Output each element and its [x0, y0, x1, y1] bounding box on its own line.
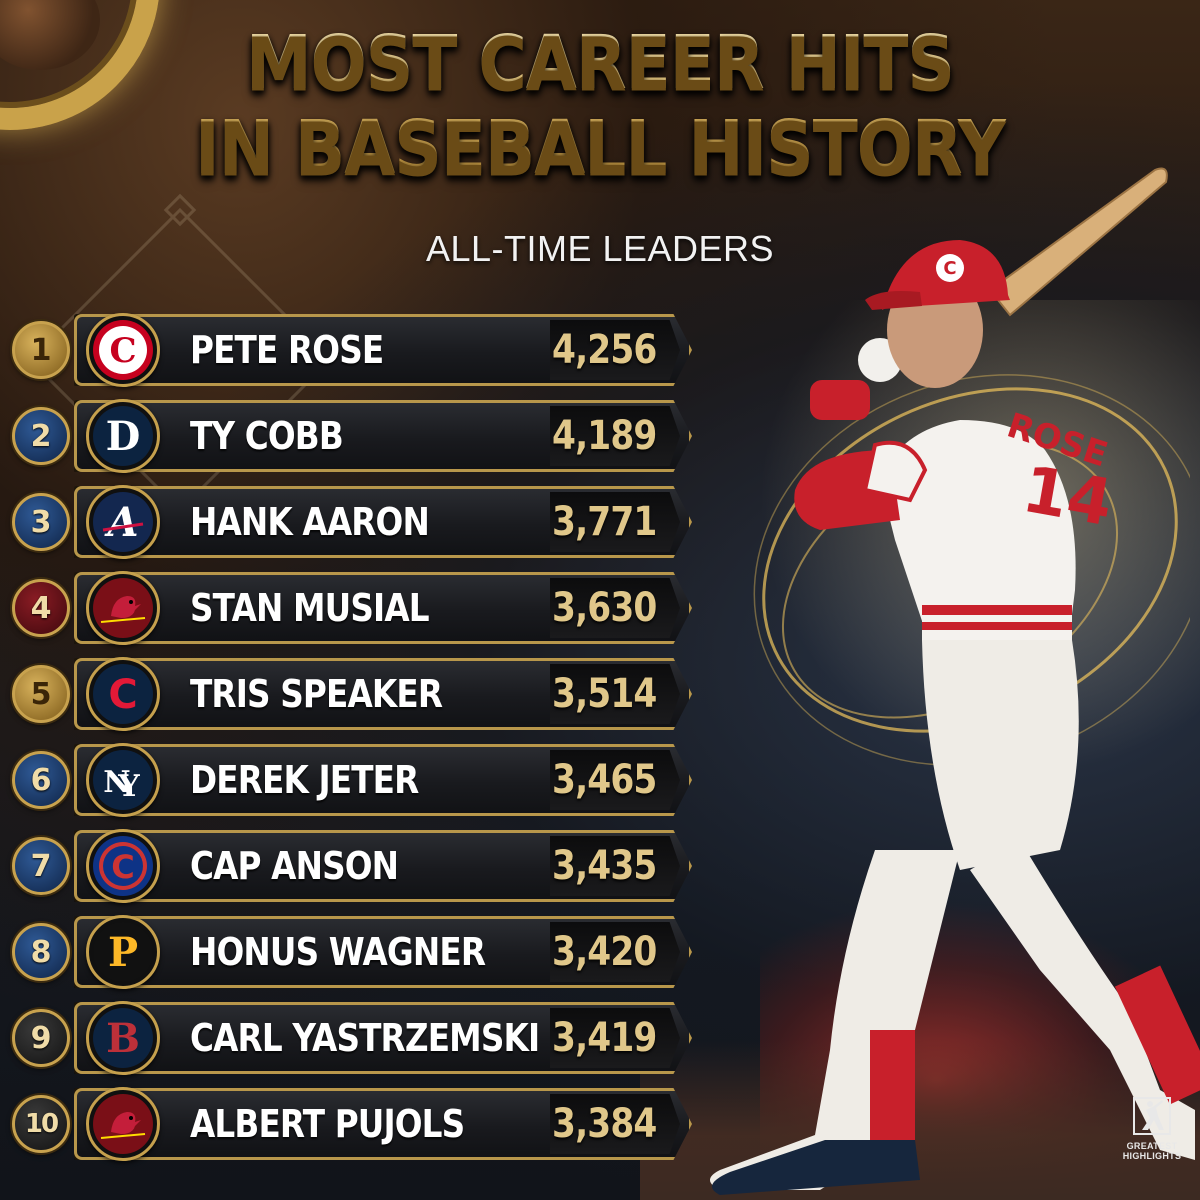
career-hits: 3,435: [552, 843, 657, 889]
career-hits: 4,189: [552, 413, 657, 459]
page-subtitle: ALL-TIME LEADERS: [425, 228, 775, 269]
player-illustration: C ROSE 14: [710, 167, 1200, 1195]
hits-plate: [550, 922, 680, 982]
page-title: MOST CAREER HITS IN BASEBALL HISTORY: [0, 19, 1200, 192]
st-louis-cardinals-logo-icon: [86, 1087, 160, 1161]
watermark-line-2: HIGHLIGHTS: [1122, 1151, 1182, 1161]
leaderboard: 1 C PETE ROSE 4,256 2 D TY COBB 4,189 3 …: [12, 310, 692, 1170]
baseball-bat: [988, 167, 1168, 317]
player-name: DEREK JETER: [190, 758, 419, 802]
career-hits: 3,771: [552, 499, 657, 545]
svg-text:N: N: [103, 765, 130, 800]
career-hits: 3,465: [552, 757, 657, 803]
hits-plate: [550, 750, 680, 810]
leaderboard-row-2: 2 D TY COBB 4,189: [12, 396, 692, 476]
jersey-number: 14: [1017, 453, 1118, 541]
hits-plate: [550, 1094, 680, 1154]
leaderboard-row-10: 10 ALBERT PUJOLS 3,384: [12, 1084, 692, 1164]
career-hits: 3,419: [552, 1015, 657, 1061]
watermark-line-1: GREATEST: [1126, 1141, 1178, 1151]
leaderboard-row-5: 5 C TRIS SPEAKER 3,514: [12, 654, 692, 734]
rank-badge: 3: [12, 493, 70, 551]
career-hits: 4,256: [552, 327, 657, 373]
svg-text:D: D: [106, 413, 141, 460]
st-louis-cardinals-logo-icon: [86, 571, 160, 645]
player-name: HONUS WAGNER: [190, 930, 486, 974]
player-name: CARL YASTRZEMSKI: [190, 1016, 540, 1060]
rank-badge: 9: [12, 1009, 70, 1067]
svg-text:B: B: [106, 1015, 140, 1062]
leaderboard-row-9: 9 B CARL YASTRZEMSKI 3,419: [12, 998, 692, 1078]
cleveland-logo-icon: C: [86, 657, 160, 731]
svg-text:C: C: [108, 672, 137, 718]
player-name: ALBERT PUJOLS: [190, 1102, 465, 1146]
leaderboard-row-8: 8 P HONUS WAGNER 3,420: [12, 912, 692, 992]
chicago-cubs-logo-icon: C: [86, 829, 160, 903]
batter-silhouette-icon: [1133, 1097, 1171, 1135]
leaderboard-row-7: 7 C CAP ANSON 3,435: [12, 826, 692, 906]
svg-text:P: P: [108, 929, 138, 976]
svg-text:C: C: [109, 331, 136, 371]
boston-red-sox-logo-icon: B: [86, 1001, 160, 1075]
career-hits: 3,630: [552, 585, 657, 631]
svg-text:C: C: [111, 848, 134, 886]
rank-badge: 10: [12, 1095, 70, 1153]
rank-badge: 4: [12, 579, 70, 637]
rank-badge: 5: [12, 665, 70, 723]
player-name: CAP ANSON: [190, 844, 399, 888]
svg-text:A: A: [103, 499, 138, 546]
cincinnati-reds-logo-icon: C: [86, 313, 160, 387]
hits-plate: [550, 406, 680, 466]
watermark: GREATEST HIGHLIGHTS: [1122, 1096, 1182, 1186]
player-name: HANK AARON: [190, 500, 430, 544]
rank-badge: 2: [12, 407, 70, 465]
title-line-1: MOST CAREER HITS: [246, 19, 955, 107]
rank-badge: 8: [12, 923, 70, 981]
player-name: TY COBB: [190, 414, 344, 458]
hits-plate: [550, 320, 680, 380]
hits-plate: [550, 1008, 680, 1068]
hits-plate: [550, 492, 680, 552]
player-name: PETE ROSE: [190, 328, 384, 372]
career-hits: 3,420: [552, 929, 657, 975]
leaderboard-row-3: 3 A HANK AARON 3,771: [12, 482, 692, 562]
hits-plate: [550, 578, 680, 638]
rank-badge: 6: [12, 751, 70, 809]
hits-plate: [550, 836, 680, 896]
career-hits: 3,384: [552, 1101, 657, 1147]
rank-badge: 7: [12, 837, 70, 895]
rank-badge: 1: [12, 321, 70, 379]
svg-text:Y: Y: [117, 769, 140, 804]
leaderboard-row-1: 1 C PETE ROSE 4,256: [12, 310, 692, 390]
hits-plate: [550, 664, 680, 724]
title-line-2: IN BASEBALL HISTORY: [195, 104, 1006, 192]
atlanta-braves-logo-icon: A: [86, 485, 160, 559]
pittsburgh-pirates-logo-icon: P: [86, 915, 160, 989]
player-name: STAN MUSIAL: [190, 586, 430, 630]
detroit-tigers-logo-icon: D: [86, 399, 160, 473]
leaderboard-row-4: 4 STAN MUSIAL 3,630: [12, 568, 692, 648]
career-hits: 3,514: [552, 671, 657, 717]
cap-letter: C: [943, 258, 956, 279]
player-name: TRIS SPEAKER: [190, 672, 443, 716]
